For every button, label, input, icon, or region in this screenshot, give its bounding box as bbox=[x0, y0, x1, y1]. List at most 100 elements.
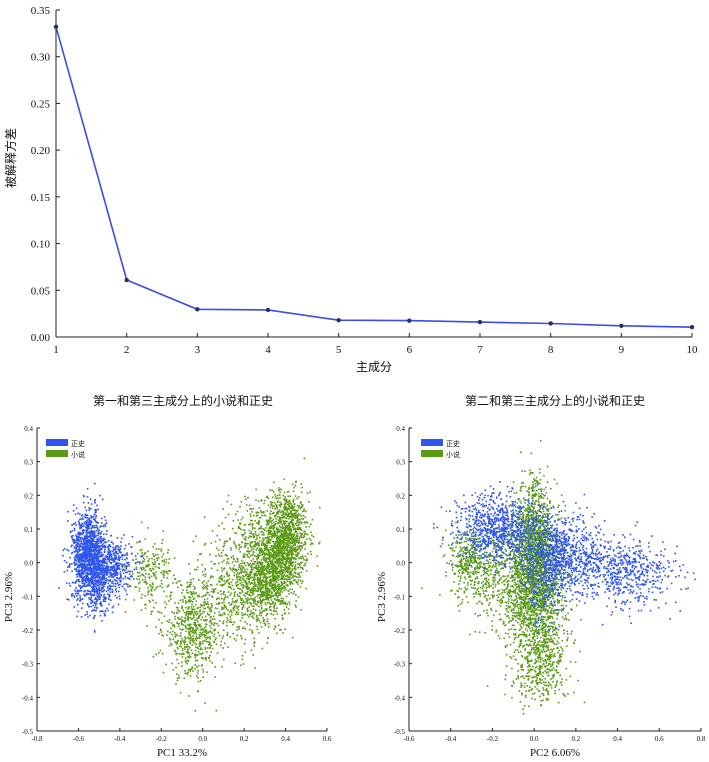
scatter-point bbox=[285, 560, 287, 563]
scatter-point bbox=[286, 571, 289, 573]
scatter-point bbox=[82, 549, 84, 551]
scatter-point bbox=[92, 553, 94, 555]
scatter-point bbox=[152, 553, 154, 555]
scatter-point bbox=[78, 578, 80, 581]
scatter-point bbox=[238, 525, 240, 528]
scatter-point bbox=[191, 644, 194, 646]
scatter-point bbox=[217, 631, 220, 634]
scatter-point bbox=[237, 568, 240, 571]
scatter-point bbox=[284, 526, 287, 529]
scatter-point bbox=[279, 566, 282, 569]
scatter-point bbox=[247, 547, 249, 549]
scatter-point bbox=[97, 559, 100, 561]
scatter-point bbox=[70, 552, 73, 555]
scatter-point bbox=[90, 555, 93, 558]
scatter-point bbox=[282, 519, 285, 522]
scatter-point bbox=[132, 572, 134, 575]
scatter-point bbox=[237, 519, 239, 521]
scatter-point bbox=[78, 549, 80, 551]
scatter-point bbox=[79, 513, 81, 515]
scatter-point bbox=[207, 657, 210, 659]
scatter-point bbox=[189, 646, 191, 649]
scatter-point bbox=[226, 571, 228, 573]
scatter-point bbox=[188, 633, 190, 635]
scatter-point bbox=[93, 593, 96, 595]
scatter-point bbox=[265, 548, 267, 550]
scatter-point bbox=[294, 568, 296, 571]
scatter-point bbox=[152, 572, 154, 574]
scatter-point bbox=[269, 489, 271, 491]
scatter-point bbox=[112, 546, 114, 549]
scatter-point bbox=[275, 593, 277, 595]
scatter-point bbox=[282, 537, 285, 540]
scatter-point bbox=[288, 527, 291, 529]
scatter-point bbox=[90, 527, 92, 530]
scatter-point bbox=[93, 540, 96, 543]
scatter-point bbox=[99, 579, 102, 581]
scatter-point bbox=[243, 562, 246, 565]
scatter-point bbox=[294, 539, 296, 541]
scatter-point bbox=[266, 642, 269, 644]
scatter-point bbox=[93, 557, 96, 560]
scatter-point bbox=[299, 550, 302, 552]
scatter-point bbox=[141, 560, 144, 563]
scatter-point bbox=[246, 592, 248, 594]
scatter-point bbox=[173, 574, 175, 577]
scatter-point bbox=[285, 543, 288, 546]
scatter-point bbox=[154, 561, 156, 563]
scatter-point bbox=[260, 562, 262, 564]
scatter-point bbox=[204, 575, 206, 578]
scatter-point bbox=[223, 658, 225, 661]
scatter-point bbox=[236, 510, 239, 513]
scatter-point bbox=[204, 601, 206, 603]
scatter-point bbox=[86, 576, 88, 579]
scatter-point bbox=[273, 610, 276, 612]
scatter-point bbox=[181, 640, 183, 642]
scatter-point bbox=[87, 590, 89, 593]
scatter-point bbox=[273, 570, 275, 572]
scatter-point bbox=[276, 607, 278, 609]
scatter-point bbox=[287, 578, 290, 580]
scatter-point bbox=[222, 635, 225, 637]
scatter-point bbox=[109, 551, 112, 553]
scatter-point bbox=[211, 632, 213, 634]
scatter-point bbox=[226, 621, 228, 623]
scatter-point bbox=[278, 589, 280, 592]
scatter-point bbox=[166, 620, 169, 622]
scatter-point bbox=[273, 505, 275, 507]
scatter-point bbox=[202, 640, 204, 643]
scatter-point bbox=[222, 549, 224, 552]
scatter-point bbox=[82, 572, 85, 574]
scatter-point bbox=[271, 569, 274, 572]
scatter-point bbox=[248, 573, 251, 576]
scatter-point bbox=[220, 614, 222, 617]
scatter-point bbox=[185, 630, 187, 633]
scatter-point bbox=[71, 595, 73, 597]
scatter-point bbox=[246, 586, 248, 588]
scatter-point bbox=[293, 516, 296, 519]
scatter-point bbox=[98, 580, 101, 583]
scatter-point bbox=[241, 534, 244, 536]
scatter-point bbox=[289, 515, 291, 518]
scatter-point bbox=[163, 563, 165, 566]
scatter-point bbox=[288, 533, 291, 536]
scatter-point bbox=[248, 535, 251, 537]
scatter-point bbox=[277, 494, 279, 497]
scatter-point bbox=[89, 534, 91, 536]
scree-point bbox=[619, 323, 624, 328]
scatter-point bbox=[297, 596, 300, 598]
scatter-point bbox=[282, 575, 285, 578]
scatter-point bbox=[170, 627, 172, 630]
scatter-point bbox=[306, 558, 308, 560]
scatter-point bbox=[94, 589, 97, 591]
scatter-point bbox=[189, 641, 191, 644]
scree-point bbox=[407, 318, 412, 323]
scatter-point bbox=[264, 515, 267, 517]
scatter-point bbox=[253, 605, 255, 607]
scatter-point bbox=[282, 554, 284, 556]
scatter-point bbox=[289, 525, 292, 528]
scatter-point bbox=[273, 628, 276, 630]
scatter-point bbox=[264, 568, 267, 570]
scatter-point bbox=[78, 523, 80, 526]
scatter-point bbox=[270, 580, 273, 582]
